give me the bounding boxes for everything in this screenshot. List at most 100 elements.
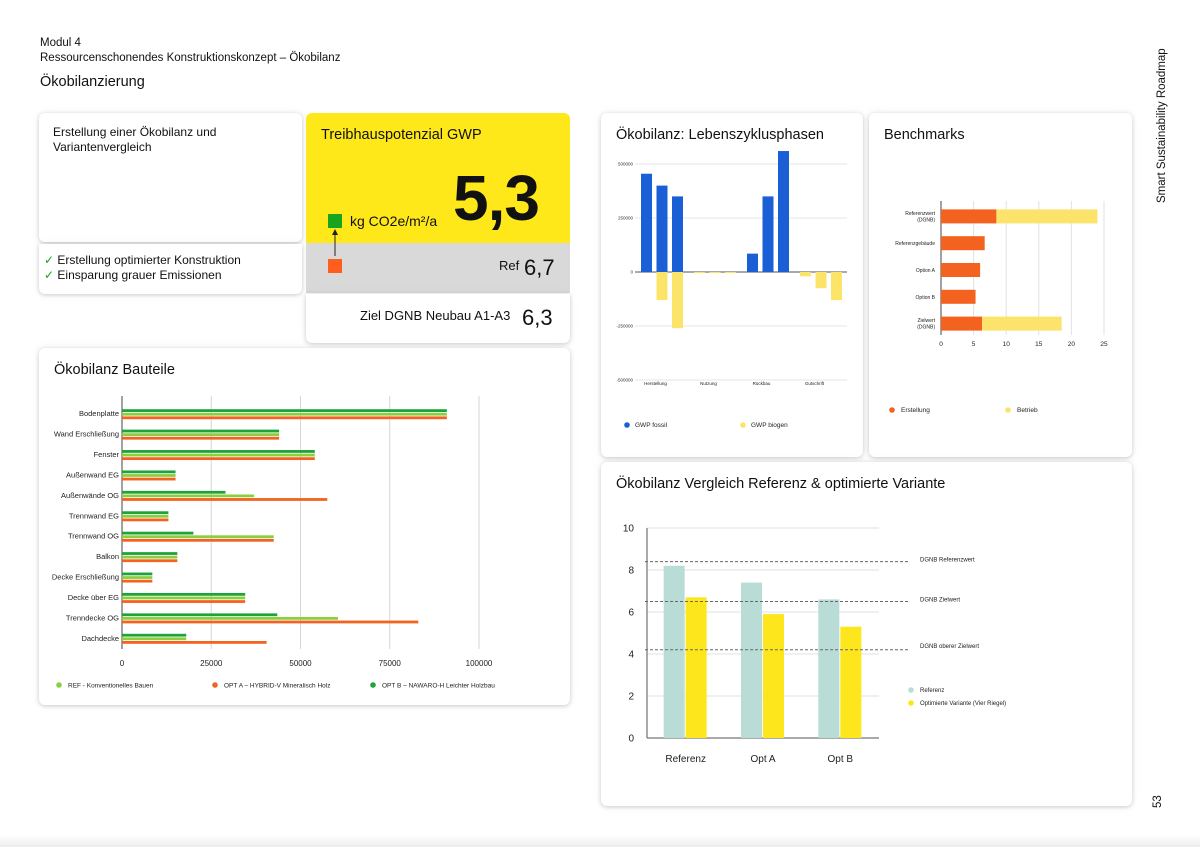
bauteile-title: Ökobilanz Bauteile [54,362,175,378]
lebenszyklus-card: Ökobilanz: Lebenszyklusphasen -500000 -25… [601,113,863,457]
gwp-card: Treibhauspotenzial GWP kg CO2e/m²/a 5,3 [306,113,570,243]
x-tick-label: 0 [120,659,125,668]
bar [122,450,315,453]
gwp-unit: kg CO2e/m²/a [350,213,438,229]
gwp-target-value: 6,3 [522,305,553,330]
x-tick-label: 5 [972,341,976,348]
category-label: Decke über EG [68,593,119,602]
vergleich-card: Ökobilanz Vergleich Referenz & optimiert… [601,462,1132,806]
legend-label: Referenz [920,688,944,694]
bar [656,272,668,301]
gwp-title: Treibhauspotenzial GWP [321,127,482,143]
bar [122,592,246,596]
legend-marker [740,422,746,428]
bar [672,196,683,272]
bauteile-card: Ökobilanz Bauteile 0 25000 50000 75000 10000… [39,348,570,705]
legend-label: Optimierte Variante (Vier Riegel) [920,701,1006,707]
oekobilanz-intro-card: Erstellung einer Ökobilanz und Varianten… [39,113,302,242]
bar [122,470,176,474]
module-label: Modul 4 [40,37,81,49]
benchmarks-chart: 0 5 10 15 20 25Referenzwert(DGNB)Referenzgebä… [889,201,1108,414]
group-label: Rückbau [753,381,771,386]
gwp-ref-value: 6,7 [524,255,555,280]
legend-label: Erstellung [901,407,930,414]
bar [641,173,652,272]
bar [122,436,280,440]
y-tick-label: -500000 [616,378,633,383]
checklist-card: ✓ Erstellung optimierter Konstruktion ✓ … [39,244,302,294]
side-vertical-title: Smart Sustainability Roadmap [1156,48,1168,203]
module-subtitle: Ressourcenschonendes Konstruktionskonzep… [40,52,341,64]
category-label: Balkon [96,552,119,561]
legend-label: Betrieb [1017,407,1038,414]
lebenszyklus-title: Ökobilanz: Lebenszyklusphasen [616,127,824,143]
x-tick-label: 100000 [466,659,493,668]
bar [941,289,976,304]
legend-marker [889,407,895,413]
x-tick-label: 75000 [379,659,402,668]
bar [122,572,153,576]
y-tick-label: -250000 [616,324,633,329]
bottom-shade [0,835,1200,847]
category-label: Opt B [828,754,854,765]
vergleich-title: Ökobilanz Vergleich Referenz & optimiert… [616,476,946,492]
group-label: Nutzung [700,381,717,386]
y-tick-label: 0 [628,734,634,745]
category-label: Referenzwert [905,211,935,217]
x-tick-label: 25000 [200,659,223,668]
x-tick-label: 25 [1100,341,1108,348]
x-tick-label: 50000 [289,659,312,668]
bar [656,185,668,272]
bar [122,409,447,413]
category-label: Trenndecke OG [66,613,119,622]
reference-line-label: DGNB oberer Zielwert [920,644,979,650]
bauteile-chart: 0 25000 50000 75000 100000 Bodenplatte Wand Er… [52,396,495,690]
bar [122,555,178,559]
gwp-target-label: Ziel DGNB Neubau A1-A3 [360,308,511,323]
legend-marker [908,687,914,693]
bar [941,263,981,277]
gwp-green-marker [328,214,342,228]
bar [831,272,842,301]
legend-label: OPT B – NAWARO-H Leichter Holzbau [382,683,495,690]
legend-label: REF - Konventionelles Bauen [68,683,154,690]
x-tick-label: 20 [1068,341,1076,348]
x-tick-label: 10 [1003,341,1011,348]
bar [122,498,328,501]
bar [122,474,176,477]
bar [122,514,169,518]
category-label: Option B [916,295,936,301]
category-label: Opt A [750,754,775,765]
bar [818,599,840,738]
category-label: Außenwände OG [61,491,119,500]
bar [694,272,705,274]
bar [762,196,774,272]
bar [815,272,827,289]
lebenszyklus-chart: -500000 -250000 0 250000 500000 Herstellung Nu… [616,151,847,429]
bar [725,272,736,274]
bar [122,600,246,603]
check-icon: ✓ [44,268,55,282]
category-label: Außenwand EG [66,470,119,479]
group-label: Herstellung [644,381,667,386]
bar [122,538,274,542]
bar [685,597,707,738]
check-icon: ✓ [44,253,55,267]
x-tick-label: 15 [1035,341,1043,348]
y-tick-label: 250000 [618,216,634,221]
legend-label: GWP biogen [751,422,788,429]
bar [122,620,419,624]
bar [122,490,226,494]
vergleich-chart: 0 2 4 6 8 10 Referenz Opt A Opt B DGNB Referenzwe… [623,524,1006,766]
benchmarks-title: Benchmarks [884,127,965,143]
category-label: Zielwert [917,318,935,324]
checklist-item: ✓ Einsparung grauer Emissionen [44,268,222,283]
gwp-ref-band: Ref 6,7 [306,243,570,293]
y-tick-label: 4 [628,650,634,661]
category-label: Fenster [94,450,120,459]
bar [747,253,758,272]
bar [672,272,683,329]
bar [122,412,447,416]
category-label: Referenz [665,754,706,765]
legend-label: GWP fossil [635,422,668,429]
